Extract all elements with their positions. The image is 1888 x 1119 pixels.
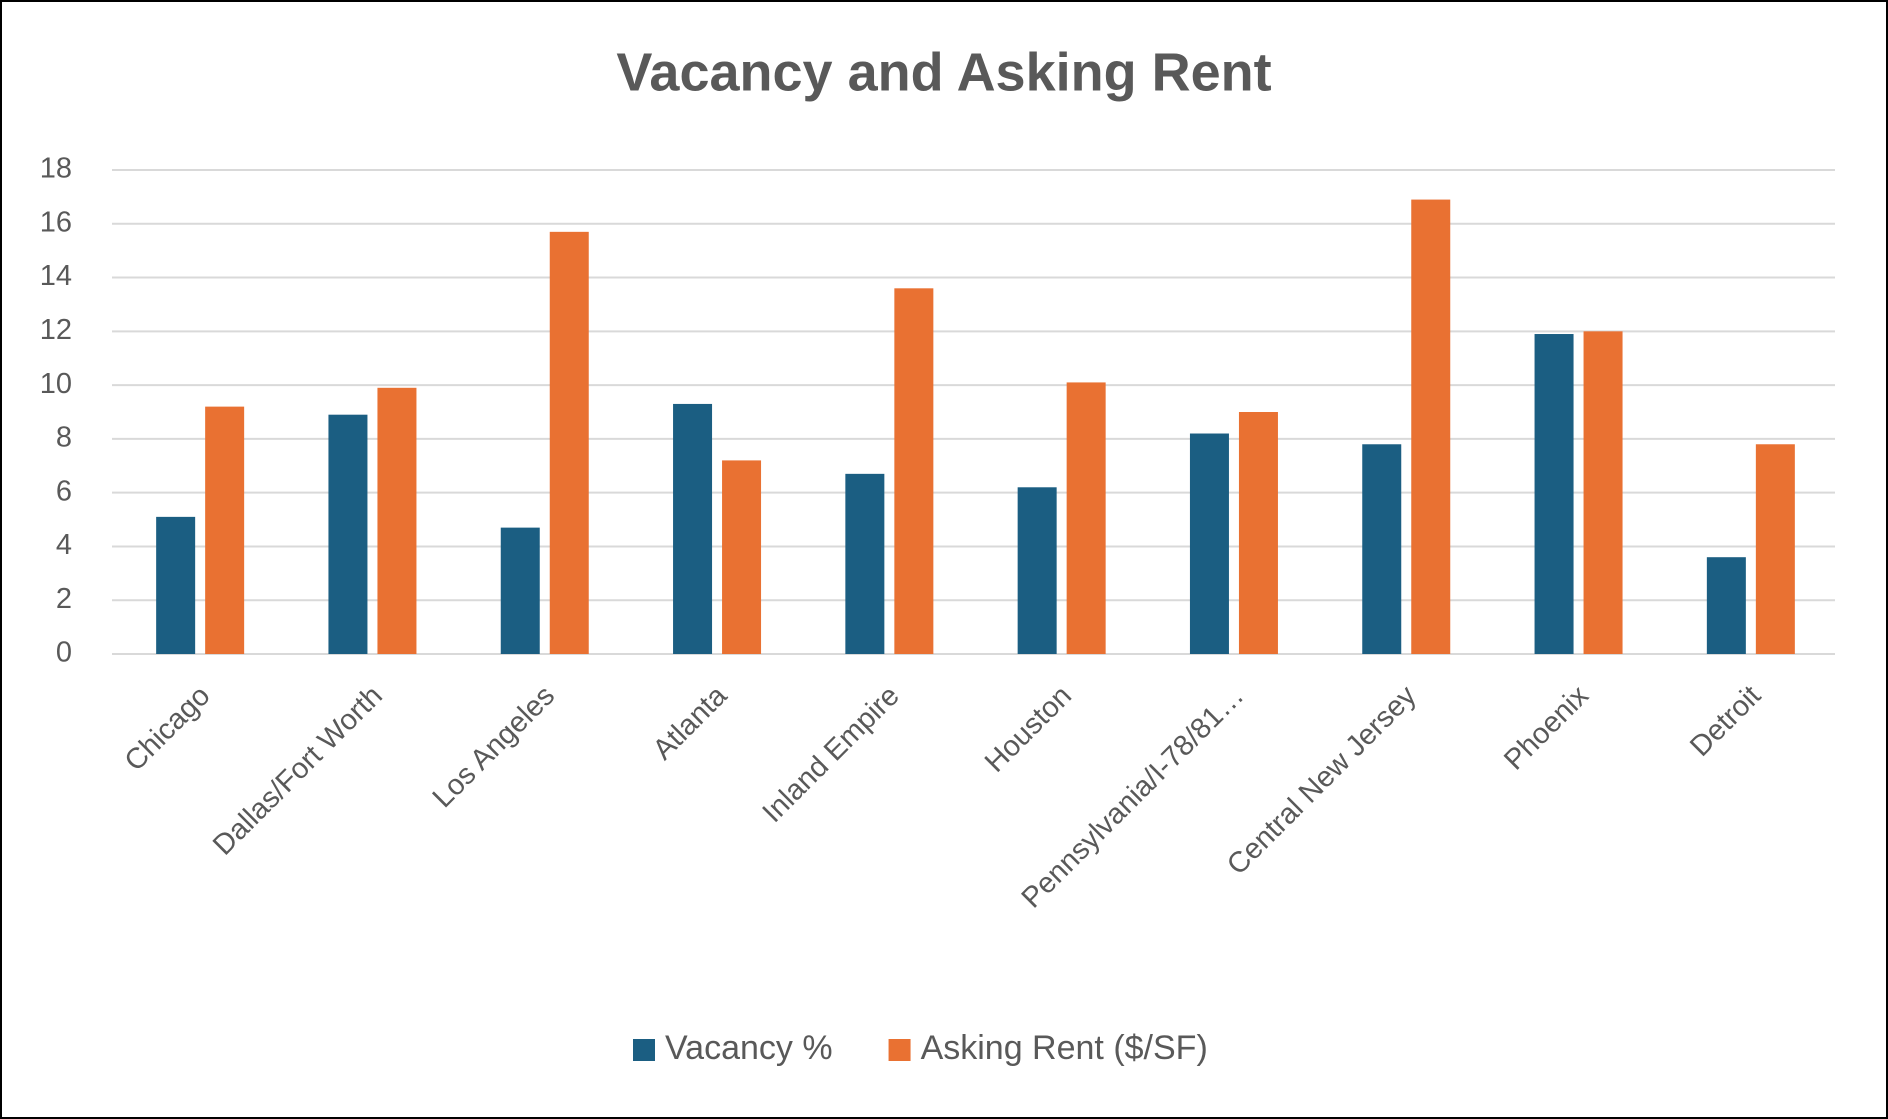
bar <box>1017 487 1057 654</box>
legend-swatch <box>633 1039 655 1061</box>
bar <box>328 414 368 654</box>
y-tick-label: 10 <box>40 368 72 400</box>
bar <box>1583 331 1623 654</box>
bar <box>1411 199 1451 655</box>
bar <box>673 403 713 654</box>
bar <box>1534 334 1574 654</box>
y-tick-label: 16 <box>40 206 72 238</box>
legend-swatch <box>888 1039 911 1061</box>
bar <box>845 473 885 654</box>
legend-label: Asking Rent ($/SF) <box>921 1029 1208 1067</box>
bar <box>377 387 417 654</box>
bar <box>1189 433 1229 654</box>
bar <box>1066 382 1106 654</box>
bar <box>1706 557 1746 654</box>
bar <box>1362 444 1402 654</box>
y-tick-label: 12 <box>40 314 72 346</box>
bar <box>1755 444 1795 654</box>
bar <box>894 288 934 654</box>
bar <box>549 231 589 654</box>
bar <box>156 516 196 654</box>
bar <box>205 406 245 654</box>
bar <box>1238 412 1278 654</box>
y-tick-label: 2 <box>56 583 72 615</box>
chart-title: Vacancy and Asking Rent <box>616 42 1271 102</box>
y-tick-label: 14 <box>40 260 72 292</box>
y-tick-label: 6 <box>56 475 72 507</box>
y-tick-label: 4 <box>56 529 72 561</box>
y-tick-label: 0 <box>56 637 72 669</box>
y-tick-label: 8 <box>56 422 72 454</box>
bar <box>722 460 762 654</box>
y-tick-label: 18 <box>40 153 72 185</box>
bar <box>500 527 540 654</box>
legend-label: Vacancy % <box>665 1029 833 1067</box>
